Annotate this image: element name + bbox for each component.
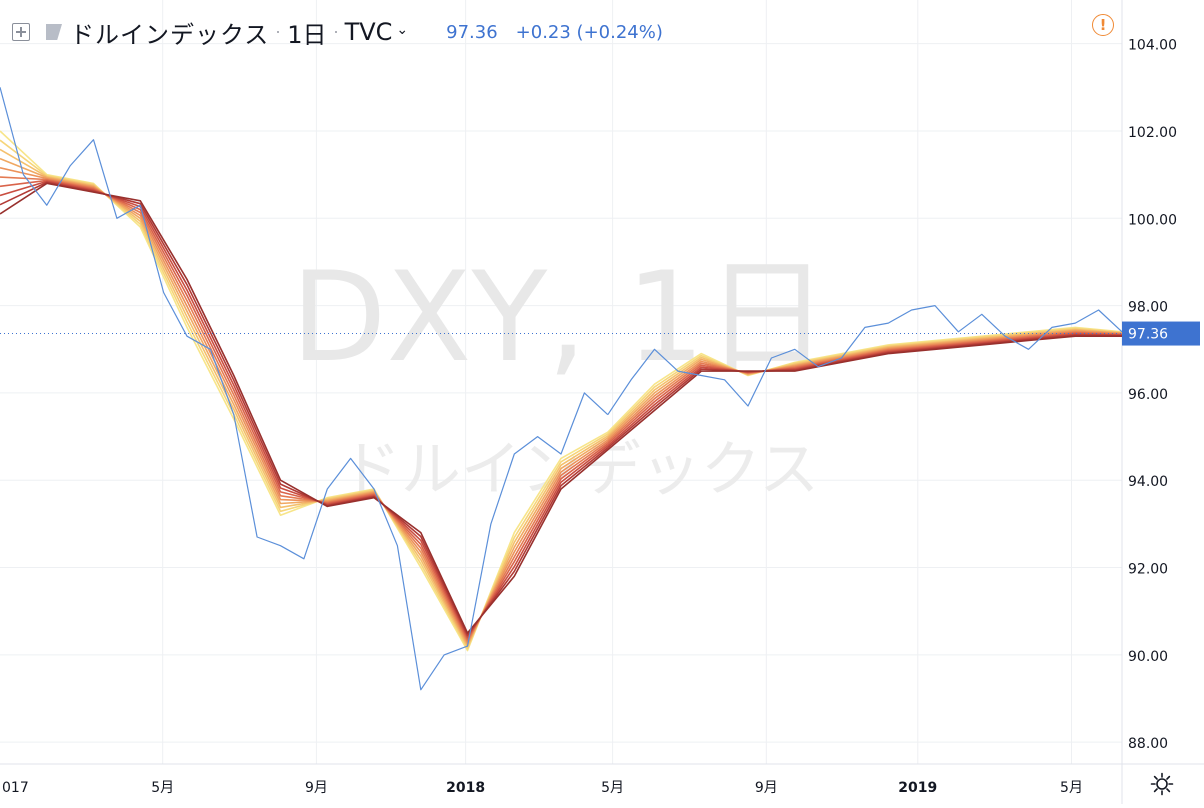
moving-average-line — [0, 180, 1123, 638]
moving-average-line — [0, 179, 1123, 640]
exchange-label[interactable]: TVC — [344, 18, 393, 46]
moving-average-line — [0, 167, 1123, 644]
separator-dot — [277, 31, 280, 33]
x-tick-label: 2019 — [898, 780, 937, 796]
y-tick-label: 96.00 — [1128, 387, 1168, 403]
separator-dot — [334, 31, 337, 33]
gear-icon[interactable] — [1150, 772, 1174, 796]
y-tick-label: 88.00 — [1128, 736, 1168, 752]
price-line — [607, 305, 1123, 416]
y-tick-label: 100.00 — [1128, 212, 1177, 228]
symbol-name[interactable]: ドルインデックス — [70, 20, 270, 49]
interval-label[interactable]: 1日 — [287, 20, 327, 49]
x-tick-label: 9月 — [755, 780, 778, 796]
y-tick-label: 94.00 — [1128, 474, 1168, 490]
moving-average-line — [0, 157, 1123, 646]
flag-icon[interactable] — [46, 24, 62, 40]
x-tick-label: 2018 — [446, 780, 485, 796]
moving-average-line — [0, 176, 1123, 642]
plus-square-icon[interactable] — [12, 23, 30, 41]
y-tick-label: 92.00 — [1128, 562, 1168, 578]
moving-average-line — [0, 139, 1123, 650]
moving-average-line — [0, 130, 1123, 652]
moving-average-line — [0, 182, 1122, 634]
y-tick-label: 104.00 — [1128, 38, 1177, 54]
x-tick-label: 9月 — [305, 780, 328, 796]
moving-average-line — [0, 148, 1123, 648]
last-price: 97.36 — [446, 21, 498, 43]
legend: ドルインデックス 1日 TVC ⌄ 97.36 +0.23 (+0.24%) — [12, 14, 663, 50]
x-tick-label: 5月 — [151, 780, 174, 796]
x-tick-label: 017 — [2, 780, 29, 796]
y-tick-label: 102.00 — [1128, 125, 1177, 141]
watermark-symbol: DXY, 1日 — [291, 246, 829, 390]
last-price-badge — [1122, 321, 1200, 346]
y-tick-label: 98.00 — [1128, 300, 1168, 316]
price-line — [0, 87, 609, 691]
alert-icon[interactable]: ! — [1092, 14, 1114, 36]
x-tick-label: 5月 — [601, 780, 624, 796]
price-change: +0.23 (+0.24%) — [515, 21, 663, 43]
moving-average-line — [0, 181, 1123, 636]
x-tick-label: 5月 — [1060, 780, 1083, 796]
last-price-badge-label: 97.36 — [1128, 327, 1168, 343]
chevron-down-icon[interactable]: ⌄ — [396, 22, 409, 38]
y-tick-label: 90.00 — [1128, 649, 1168, 665]
